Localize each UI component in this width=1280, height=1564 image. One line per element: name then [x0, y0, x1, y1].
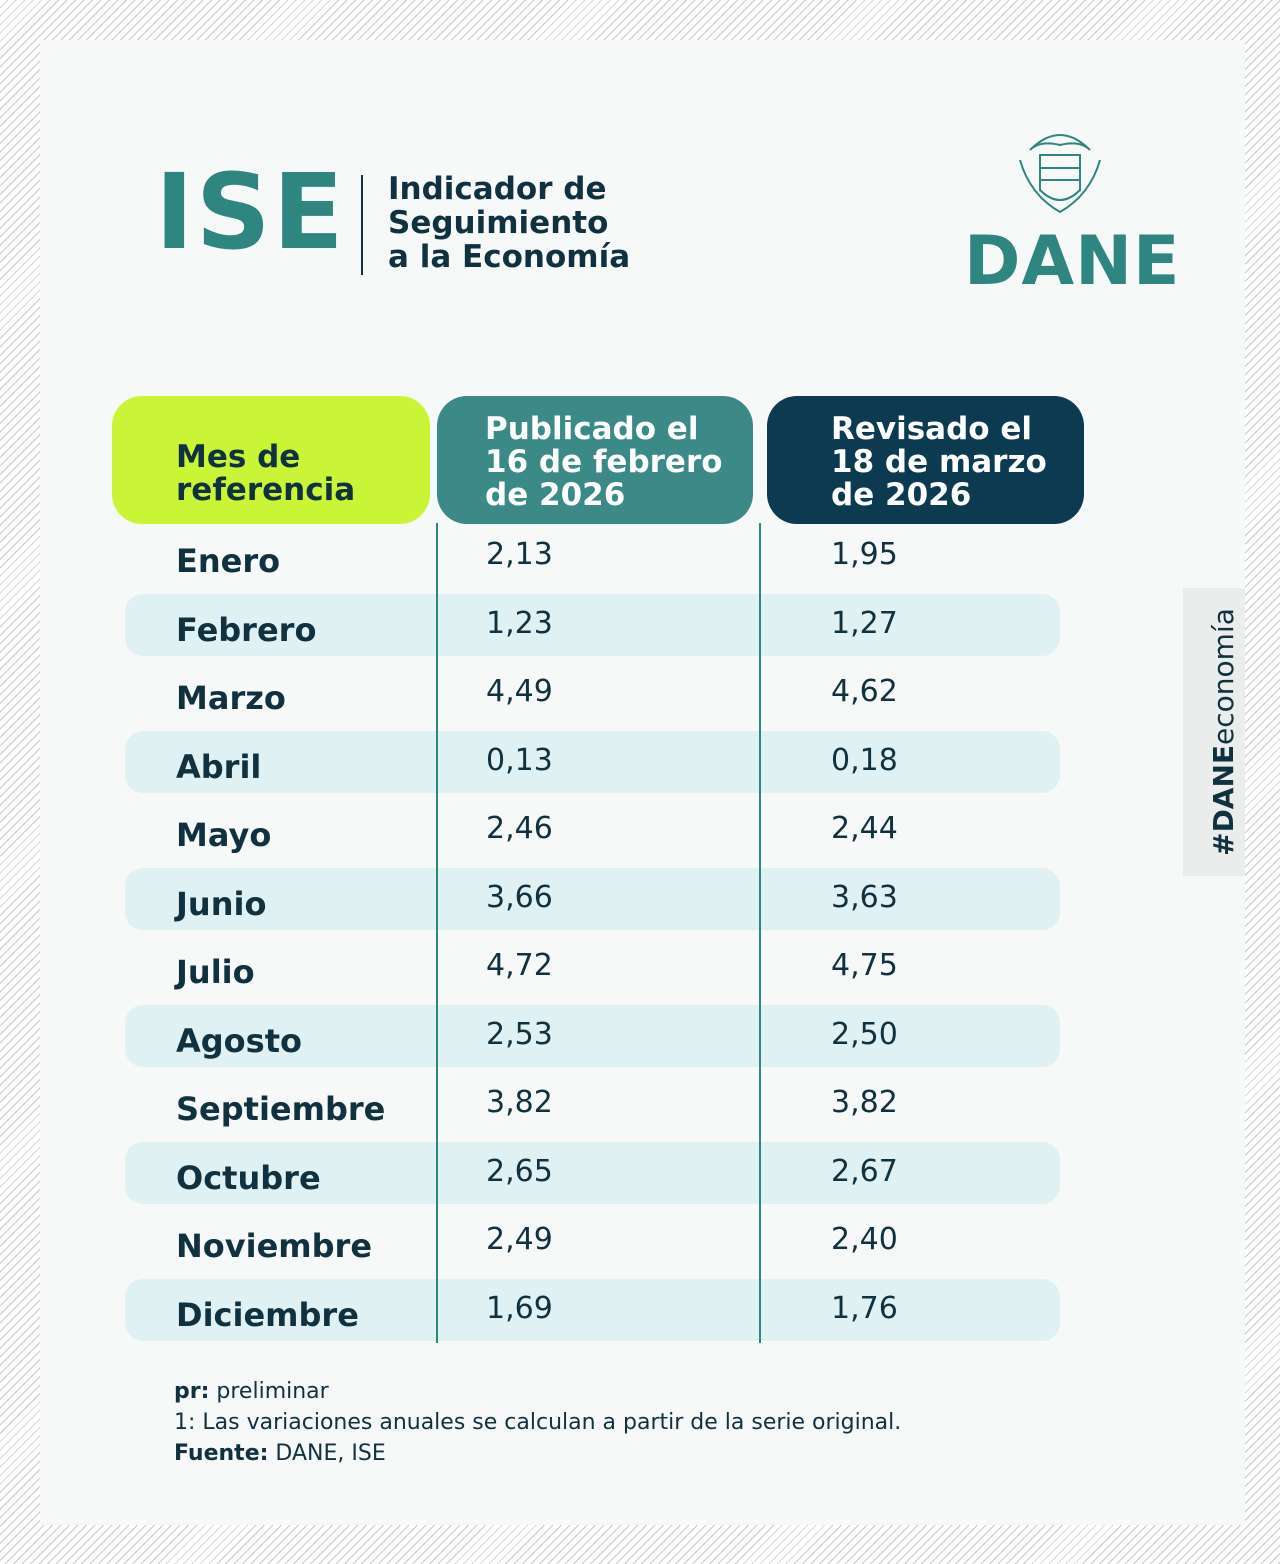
value-cell: 2,40 — [831, 1222, 898, 1257]
header-cell: Revisado el 18 de marzo de 2026 — [767, 396, 1084, 524]
header-text: referencia — [176, 472, 356, 508]
value-cell: 1,27 — [831, 605, 898, 641]
value-cell: 2,49 — [486, 1222, 553, 1257]
value-cell: 2,46 — [486, 811, 553, 846]
title: ISE — [155, 151, 346, 273]
value-cell: 2,53 — [486, 1016, 553, 1052]
value-cell: 2,13 — [486, 537, 553, 572]
row-band — [125, 1004, 1060, 1067]
header-text: de 2026 — [831, 477, 972, 513]
value-cell: 4,49 — [486, 674, 553, 709]
row-band — [125, 1278, 1060, 1341]
header-text: 18 de marzo — [831, 444, 1047, 480]
month-cell: Enero — [176, 542, 281, 580]
subtitle-line: a la Economía — [388, 239, 631, 275]
month-cell: Febrero — [176, 610, 317, 649]
month-cell: Agosto — [176, 1021, 302, 1060]
hashtag-box: #DANEeconomía — [1183, 588, 1245, 876]
row-band — [125, 867, 1060, 930]
value-cell: 3,63 — [831, 879, 898, 915]
month-cell: Junio — [176, 884, 267, 923]
month-cell: Diciembre — [176, 1295, 359, 1334]
note-label: pr: — [174, 1379, 210, 1404]
value-cell: 1,95 — [831, 537, 898, 572]
month-cell: Septiembre — [176, 1090, 386, 1128]
note-label: Fuente: — [174, 1441, 269, 1466]
value-cell: 1,76 — [831, 1290, 898, 1326]
value-cell: 4,72 — [486, 948, 553, 983]
value-cell: 1,23 — [486, 605, 553, 641]
value-cell: 2,44 — [831, 811, 898, 846]
value-cell: 2,65 — [486, 1153, 553, 1189]
emblem — [1019, 134, 1101, 214]
note-text: 1: Las variaciones anuales se calculan a… — [174, 1410, 902, 1435]
month-cell: Julio — [176, 953, 255, 991]
header-cell: Mes de referencia — [112, 396, 430, 524]
header-text: Revisado el — [831, 411, 1033, 447]
hashtag-light: economía — [1207, 608, 1240, 745]
subtitle-line: Indicador de — [388, 171, 607, 207]
row-band — [125, 730, 1060, 793]
col-line — [436, 523, 438, 1343]
value-cell: 4,62 — [831, 674, 898, 709]
value-cell: 0,18 — [831, 742, 898, 778]
value-cell: 4,75 — [831, 948, 898, 983]
month-cell: Mayo — [176, 816, 272, 854]
month-cell: Octubre — [176, 1158, 321, 1197]
header-text: 16 de febrero — [485, 444, 723, 480]
divider — [361, 175, 363, 275]
value-cell: 1,69 — [486, 1290, 553, 1326]
logo-text: DANE — [964, 222, 1181, 301]
hashtag: #DANEeconomía — [1193, 588, 1255, 876]
header-text: Mes de — [176, 439, 301, 475]
month-cell: Noviembre — [176, 1227, 373, 1265]
value-cell: 2,67 — [831, 1153, 898, 1189]
hashtag-bold: #DANE — [1207, 744, 1240, 856]
value-cell: 3,82 — [486, 1085, 553, 1120]
value-cell: 2,50 — [831, 1016, 898, 1052]
row-band — [125, 1141, 1060, 1204]
note: 1: Las variaciones anuales se calculan a… — [174, 1408, 901, 1438]
value-cell: 3,82 — [831, 1085, 898, 1120]
note-text: DANE, ISE — [275, 1441, 386, 1466]
month-cell: Abril — [176, 747, 262, 786]
note: Fuente: DANE, ISE — [174, 1439, 386, 1469]
value-cell: 3,66 — [486, 879, 553, 915]
subtitle-line: Seguimiento — [388, 205, 609, 241]
header-text: Publicado el — [485, 411, 699, 447]
header-cell: Publicado el 16 de febrero de 2026 — [437, 396, 753, 524]
note-text: preliminar — [216, 1379, 329, 1404]
header-text: de 2026 — [485, 477, 626, 513]
note: pr: preliminar — [174, 1377, 329, 1407]
col-line — [759, 523, 761, 1343]
value-cell: 0,13 — [486, 742, 553, 778]
row-band — [125, 593, 1060, 656]
month-cell: Marzo — [176, 679, 286, 717]
